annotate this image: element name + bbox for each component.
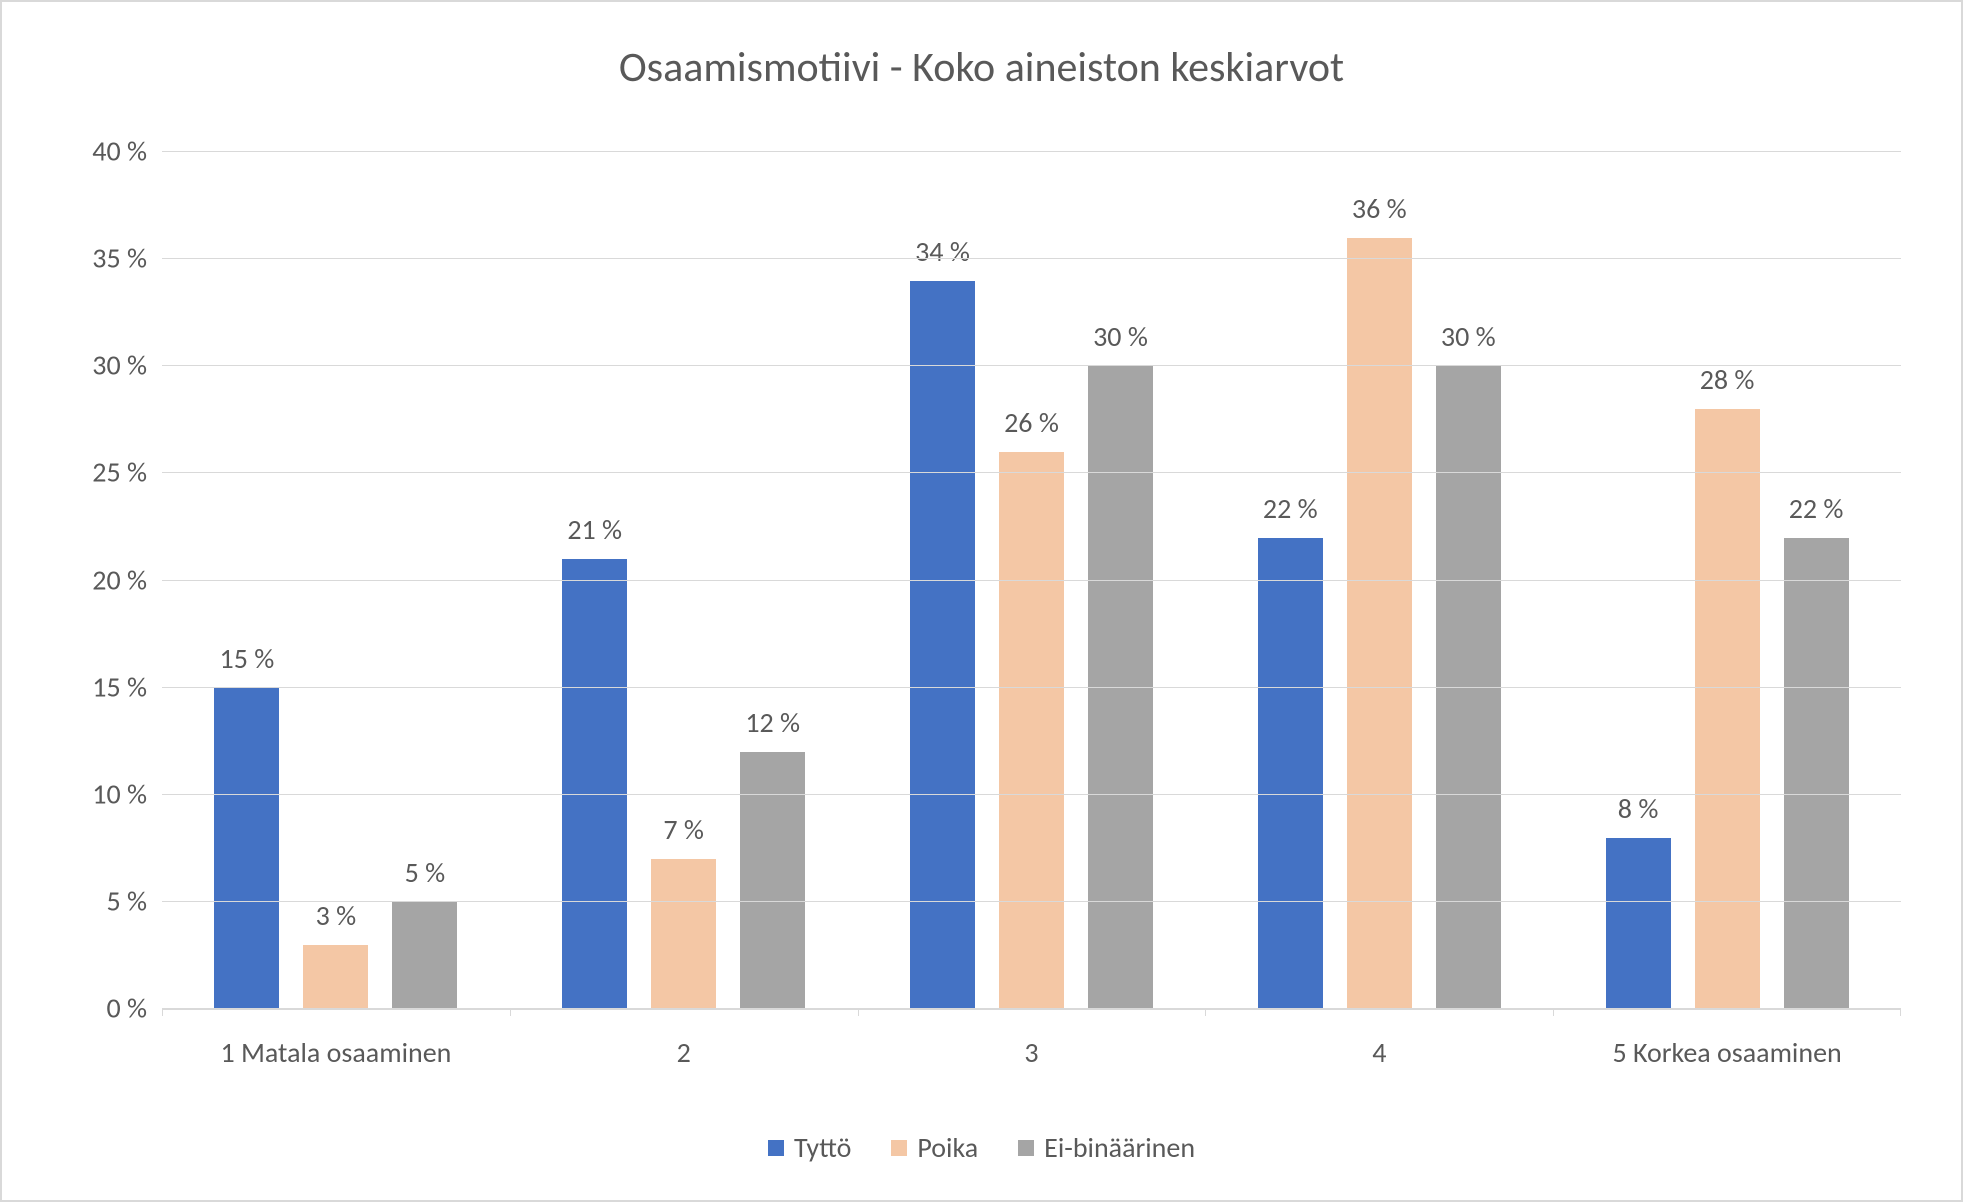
y-axis-label: 10 % xyxy=(92,776,147,811)
legend-item: Poika xyxy=(891,1130,978,1165)
gridline: 15 % xyxy=(162,687,1901,688)
bar-group: 15 % 3 % 5 % xyxy=(162,152,510,1009)
bar-value-label: 7 % xyxy=(663,812,704,847)
legend-label: Ei-binäärinen xyxy=(1044,1130,1195,1165)
bar-value-label: 30 % xyxy=(1441,319,1496,354)
bar-group: 34 % 26 % 30 % xyxy=(858,152,1206,1009)
legend-swatch xyxy=(1018,1140,1034,1156)
bar-value-label: 21 % xyxy=(567,512,622,547)
bar: 5 % xyxy=(392,902,457,1009)
bar: 7 % xyxy=(651,859,716,1009)
x-axis-label: 5 Korkea osaaminen xyxy=(1553,1035,1901,1070)
bar: 3 % xyxy=(303,945,368,1009)
legend-label: Poika xyxy=(917,1130,978,1165)
x-axis-label: 3 xyxy=(858,1035,1206,1070)
bar-group: 8 % 28 % 22 % xyxy=(1553,152,1901,1009)
bar: 22 % xyxy=(1258,538,1323,1009)
bar-value-label: 22 % xyxy=(1263,491,1318,526)
y-axis-label: 35 % xyxy=(92,241,147,276)
bar-value-label: 15 % xyxy=(220,641,275,676)
x-axis-label: 4 xyxy=(1205,1035,1553,1070)
x-axis: 1 Matala osaaminen2345 Korkea osaaminen xyxy=(162,1010,1901,1070)
gridline: 35 % xyxy=(162,258,1901,259)
y-axis-label: 40 % xyxy=(92,134,147,169)
legend-item: Ei-binäärinen xyxy=(1018,1130,1195,1165)
bar: 34 % xyxy=(910,281,975,1009)
bar-value-label: 12 % xyxy=(745,705,800,740)
bars-layer: 15 %3 %5 %21 %7 %12 %34 %26 %30 %22 %36 … xyxy=(162,152,1901,1009)
bar: 28 % xyxy=(1695,409,1760,1009)
y-axis-label: 5 % xyxy=(106,883,147,918)
gridline: 20 % xyxy=(162,580,1901,581)
legend-item: Tyttö xyxy=(768,1130,851,1165)
bar: 12 % xyxy=(740,752,805,1009)
x-axis-label: 1 Matala osaaminen xyxy=(162,1035,510,1070)
plot-area: 15 %3 %5 %21 %7 %12 %34 %26 %30 %22 %36 … xyxy=(162,152,1901,1010)
gridline: 30 % xyxy=(162,365,1901,366)
y-axis-label: 30 % xyxy=(92,348,147,383)
bar: 30 % xyxy=(1436,366,1501,1009)
legend-swatch xyxy=(768,1140,784,1156)
x-axis-label: 2 xyxy=(510,1035,858,1070)
gridline: 0 % xyxy=(162,1008,1901,1009)
legend-label: Tyttö xyxy=(794,1130,851,1165)
chart-container: Osaamismotiivi - Koko aineiston keskiarv… xyxy=(0,0,1963,1202)
y-axis-label: 20 % xyxy=(92,562,147,597)
bar-value-label: 26 % xyxy=(1004,405,1059,440)
bar: 15 % xyxy=(214,688,279,1009)
bar-value-label: 22 % xyxy=(1789,491,1844,526)
bar-value-label: 28 % xyxy=(1700,362,1755,397)
y-axis-label: 15 % xyxy=(92,669,147,704)
bar-group: 22 % 36 % 30 % xyxy=(1205,152,1553,1009)
bar-value-label: 34 % xyxy=(915,234,970,269)
bar: 21 % xyxy=(562,559,627,1009)
legend: Tyttö Poika Ei-binäärinen xyxy=(2,1130,1961,1165)
bar-value-label: 3 % xyxy=(316,898,357,933)
y-axis-label: 0 % xyxy=(106,991,147,1026)
bar: 22 % xyxy=(1784,538,1849,1009)
gridline: 25 % xyxy=(162,472,1901,473)
legend-swatch xyxy=(891,1140,907,1156)
gridline: 5 % xyxy=(162,901,1901,902)
bar-value-label: 36 % xyxy=(1352,191,1407,226)
gridline: 40 % xyxy=(162,151,1901,152)
bar: 30 % xyxy=(1088,366,1153,1009)
chart-title: Osaamismotiivi - Koko aineiston keskiarv… xyxy=(12,42,1951,93)
bar: 36 % xyxy=(1347,238,1412,1009)
bar-value-label: 30 % xyxy=(1093,319,1148,354)
bar: 8 % xyxy=(1606,838,1671,1009)
bar-group: 21 % 7 % 12 % xyxy=(510,152,858,1009)
bar-value-label: 8 % xyxy=(1618,791,1659,826)
bar: 26 % xyxy=(999,452,1064,1009)
bar-value-label: 5 % xyxy=(405,855,446,890)
gridline: 10 % xyxy=(162,794,1901,795)
y-axis-label: 25 % xyxy=(92,455,147,490)
